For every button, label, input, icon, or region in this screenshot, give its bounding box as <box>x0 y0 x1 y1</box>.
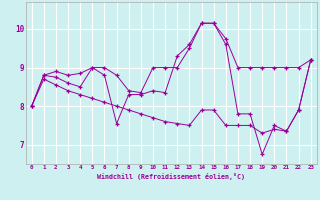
X-axis label: Windchill (Refroidissement éolien,°C): Windchill (Refroidissement éolien,°C) <box>97 173 245 180</box>
